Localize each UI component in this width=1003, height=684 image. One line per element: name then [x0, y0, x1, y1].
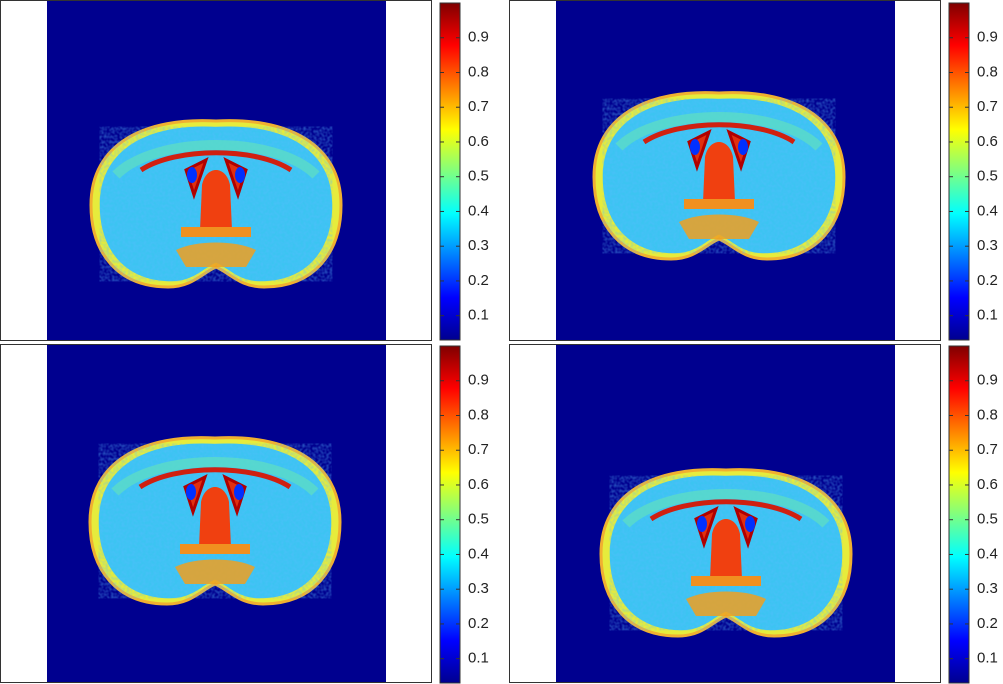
- ventricle: [738, 139, 748, 155]
- midline: [200, 170, 232, 230]
- colorbar-tick-label: 0.6: [468, 476, 489, 493]
- colorbar-tick-label: 0.1: [977, 307, 998, 324]
- colorbar-tick-label: 0.5: [977, 168, 998, 185]
- ventricle: [235, 167, 245, 183]
- brain-map: [89, 119, 343, 289]
- brain-map: [599, 468, 853, 638]
- colorbar-tick-label: 0.3: [977, 580, 998, 597]
- striatum: [181, 227, 251, 237]
- ventricle: [187, 167, 197, 183]
- colorbar-tick-label: 0.6: [977, 133, 998, 150]
- colorbar-tick-label: 0.5: [468, 511, 489, 528]
- cortex-band: [111, 457, 319, 496]
- white-matter: [642, 122, 796, 145]
- colorbar-tick-label: 0.1: [468, 650, 489, 667]
- white-matter: [649, 499, 803, 522]
- colorbar-tick-label: 0.7: [977, 98, 998, 115]
- colorbar-tick-label: 0.3: [468, 580, 489, 597]
- ventricle: [186, 484, 196, 500]
- colorbar-tick-label: 0.4: [977, 202, 998, 219]
- basal-region: [176, 242, 256, 267]
- colorbar-tick-label: 0.8: [468, 63, 489, 80]
- midline: [703, 142, 735, 202]
- colorbar-tick-label: 0.2: [977, 615, 998, 632]
- striatum: [691, 576, 761, 586]
- basal-region: [175, 559, 255, 584]
- ventricle: [745, 516, 755, 532]
- basal-region: [686, 591, 766, 616]
- colorbar-tick-label: 0.2: [468, 272, 489, 289]
- midline: [199, 487, 231, 547]
- colorbar-tick-label: 0.7: [468, 98, 489, 115]
- colorbar: [439, 2, 461, 341]
- colorbar-tick-label: 0.4: [468, 545, 489, 562]
- colorbar-tick-label: 0.4: [468, 202, 489, 219]
- ventricle: [234, 484, 244, 500]
- midline: [710, 519, 742, 579]
- colorbar-tick-label: 0.9: [468, 372, 489, 389]
- colorbar-tick-label: 0.2: [977, 272, 998, 289]
- striatum: [180, 544, 250, 554]
- panel: 0.1 0.2 0.3 0.4 0.5 0.6 0.7 0.8 0.9: [0, 0, 489, 341]
- colorbar-tick-label: 0.9: [977, 372, 998, 389]
- colorbar-tick-label: 0.3: [468, 237, 489, 254]
- colorbar-tick-label: 0.6: [468, 133, 489, 150]
- colorbar-tick-label: 0.4: [977, 545, 998, 562]
- colorbar-tick-label: 0.5: [468, 168, 489, 185]
- white-matter: [138, 467, 292, 490]
- colorbar-tick-label: 0.1: [468, 307, 489, 324]
- colorbar-tick-label: 0.3: [977, 237, 998, 254]
- colorbar-tick-label: 0.5: [977, 511, 998, 528]
- cortex-band: [615, 112, 823, 151]
- white-matter: [139, 150, 293, 173]
- colorbar: [948, 2, 970, 341]
- brain-map: [592, 91, 846, 261]
- colorbar-tick-label: 0.8: [977, 63, 998, 80]
- panel: 0.1 0.2 0.3 0.4 0.5 0.6 0.7 0.8 0.9: [0, 344, 489, 684]
- colorbar-tick-label: 0.7: [977, 441, 998, 458]
- cortex-band: [112, 140, 320, 179]
- brain-map: [88, 436, 342, 606]
- colorbar: [439, 345, 461, 684]
- colorbar-tick-label: 0.2: [468, 615, 489, 632]
- colorbar-tick-label: 0.1: [977, 650, 998, 667]
- colorbar-tick-label: 0.7: [468, 441, 489, 458]
- ventricle: [690, 139, 700, 155]
- striatum: [684, 199, 754, 209]
- panel: 0.1 0.2 0.3 0.4 0.5 0.6 0.7 0.8 0.9: [509, 0, 998, 341]
- ventricle: [697, 516, 707, 532]
- colorbar-tick-label: 0.8: [977, 406, 998, 423]
- panel: 0.1 0.2 0.3 0.4 0.5 0.6 0.7 0.8 0.9: [509, 344, 998, 684]
- colorbar: [948, 345, 970, 684]
- colorbar-tick-label: 0.6: [977, 476, 998, 493]
- cortex-band: [622, 489, 830, 528]
- colorbar-tick-label: 0.8: [468, 406, 489, 423]
- basal-region: [679, 214, 759, 239]
- colorbar-tick-label: 0.9: [468, 29, 489, 46]
- colorbar-tick-label: 0.9: [977, 29, 998, 46]
